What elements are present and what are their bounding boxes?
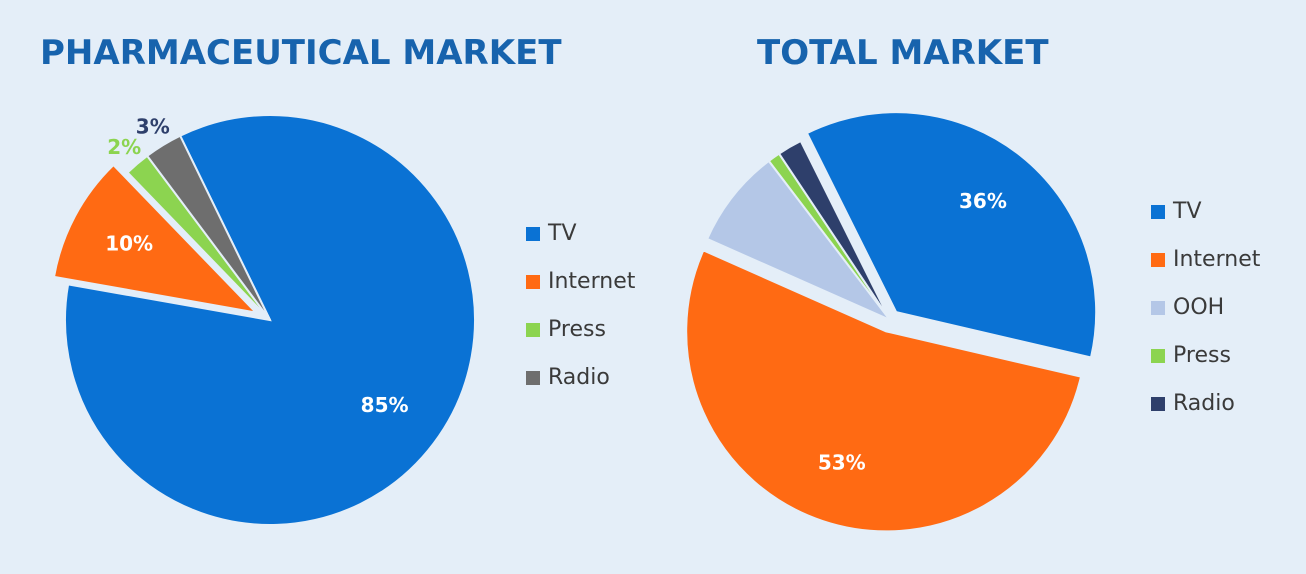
data-label: 85% bbox=[361, 393, 409, 417]
legend-label: TV bbox=[1172, 199, 1202, 224]
pie-slice bbox=[805, 111, 1098, 359]
data-label: 10% bbox=[105, 232, 153, 256]
legend-swatch bbox=[1151, 301, 1165, 315]
legend-swatch bbox=[526, 275, 540, 289]
data-label: 53% bbox=[818, 451, 866, 475]
chart-title: PHARMACEUTICAL MARKET bbox=[40, 33, 562, 73]
data-label: 36% bbox=[959, 189, 1007, 213]
legend-label: Press bbox=[548, 317, 606, 342]
legend-swatch bbox=[526, 227, 540, 241]
legend-swatch bbox=[1151, 397, 1165, 411]
legend-swatch bbox=[1151, 253, 1165, 267]
data-label: 3% bbox=[136, 114, 170, 138]
legend-label: Radio bbox=[1173, 391, 1235, 416]
legend-label: Internet bbox=[548, 269, 636, 294]
legend-label: Internet bbox=[1173, 247, 1261, 272]
chart-title: TOTAL MARKET bbox=[757, 33, 1049, 73]
data-label: 2% bbox=[107, 135, 141, 159]
legend-label: OOH bbox=[1173, 295, 1224, 320]
legend-swatch bbox=[1151, 205, 1165, 219]
pie-slice bbox=[52, 163, 259, 315]
pie-slice bbox=[777, 139, 891, 321]
pie-slice bbox=[685, 249, 1083, 533]
legend-swatch bbox=[526, 323, 540, 337]
legend-swatch bbox=[1151, 349, 1165, 363]
legend-label: TV bbox=[547, 221, 577, 246]
pie-slice bbox=[145, 134, 271, 321]
legend-label: Radio bbox=[548, 365, 610, 390]
pie-slice bbox=[705, 159, 891, 321]
legend-swatch bbox=[526, 371, 540, 385]
legend-label: Press bbox=[1173, 343, 1231, 368]
